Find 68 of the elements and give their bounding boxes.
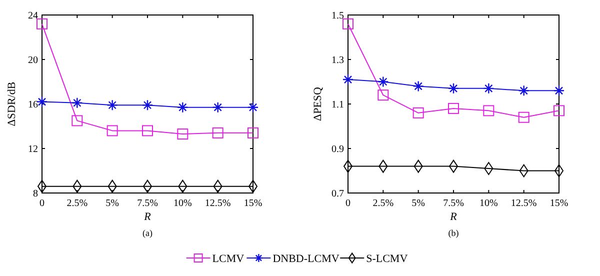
point — [378, 76, 389, 88]
x-tick-label: 5% — [412, 198, 426, 209]
point — [483, 105, 494, 116]
legend-label: LCMV — [212, 253, 244, 265]
y-tick-label: 1.1 — [332, 100, 344, 110]
legend-label: DNBD-LCMV — [272, 253, 340, 265]
point — [248, 127, 258, 138]
point — [108, 180, 117, 193]
point — [412, 80, 424, 92]
y-axis-title: ΔSDR/dB — [6, 82, 18, 126]
x-tick-label: 15% — [550, 198, 568, 209]
y-tick-label: 0.7 — [332, 188, 344, 200]
x-tick-label: 15% — [244, 198, 262, 209]
point — [483, 82, 494, 94]
x-tick-label: 5% — [106, 198, 120, 209]
y-tick-label: 20 — [28, 55, 38, 66]
point — [212, 102, 224, 113]
point — [106, 100, 118, 111]
point — [484, 162, 494, 176]
point — [378, 90, 389, 101]
point — [553, 85, 565, 96]
y-tick-label: 1.5 — [332, 10, 344, 22]
point — [342, 74, 354, 86]
text: (b) — [448, 228, 459, 238]
x-tick-label: 12.5% — [204, 198, 231, 209]
point — [412, 107, 424, 118]
y-tick-label: 0.9 — [332, 144, 344, 155]
x-tick-label: 12.5% — [510, 198, 537, 209]
point — [142, 125, 153, 136]
point — [177, 128, 188, 140]
point — [448, 82, 460, 94]
y-tick-label: 8 — [33, 188, 38, 200]
point — [212, 127, 224, 138]
y-tick-label: 16 — [28, 100, 38, 110]
point — [247, 102, 259, 113]
point — [142, 100, 154, 111]
point — [414, 160, 423, 173]
x-tick-label: 7.5% — [443, 198, 464, 209]
y-tick-label: 24 — [28, 10, 38, 22]
point — [72, 115, 83, 126]
y-tick-label: 1.3 — [332, 55, 344, 66]
point — [178, 180, 188, 193]
point — [342, 18, 354, 30]
point — [72, 180, 82, 193]
point — [213, 180, 222, 193]
point — [518, 112, 530, 123]
y-axis-title: ΔPESQ — [312, 86, 324, 121]
x-tick-label: 7.5% — [137, 198, 158, 209]
x-tick-label: 10% — [173, 198, 192, 209]
legend-label: S-LCMV — [366, 253, 408, 265]
x-tick-label: 2.5% — [372, 198, 394, 209]
point — [378, 160, 388, 173]
point — [554, 105, 564, 116]
y-tick-label: 12 — [28, 144, 38, 155]
text: (a) — [142, 228, 152, 238]
x-tick-label: 10% — [479, 198, 498, 209]
x-tick-label: 2.5% — [66, 198, 88, 209]
point — [106, 125, 118, 136]
point — [36, 18, 48, 30]
point — [518, 85, 530, 96]
point — [72, 97, 83, 108]
point — [448, 102, 459, 114]
x-axis-title: R — [449, 211, 458, 223]
point — [177, 102, 188, 113]
x-tick-label: 0 — [40, 198, 44, 209]
x-axis-title: R — [143, 211, 152, 223]
point — [519, 164, 528, 178]
x-tick-label: 0 — [346, 198, 350, 209]
